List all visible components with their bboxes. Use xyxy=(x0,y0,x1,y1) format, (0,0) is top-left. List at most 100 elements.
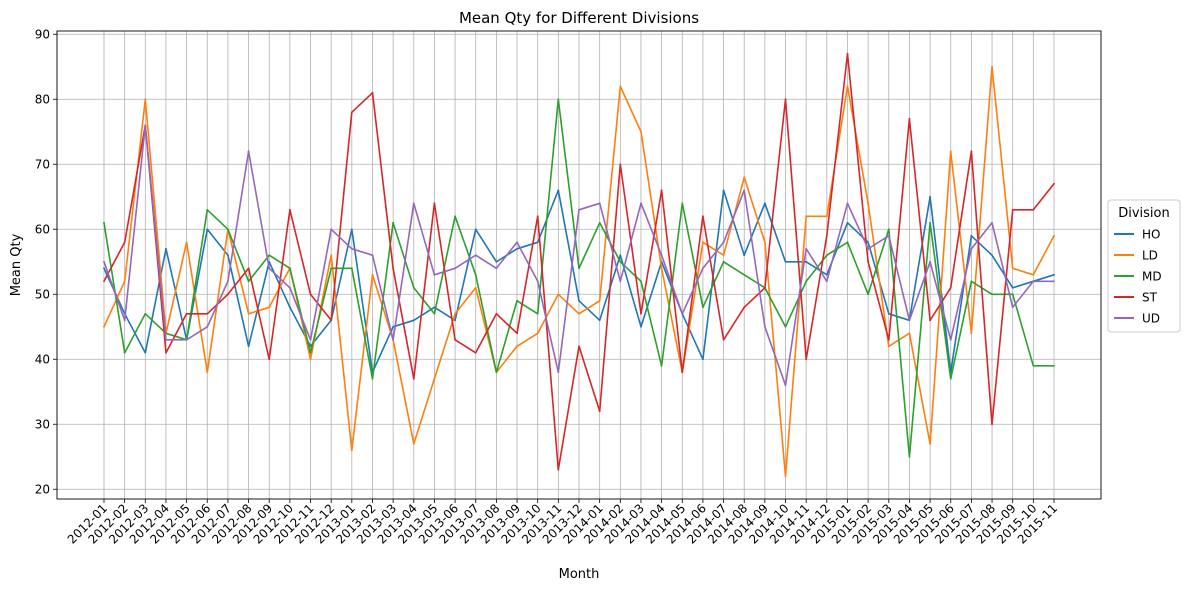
data-point xyxy=(743,176,746,179)
data-point xyxy=(908,319,911,322)
data-point xyxy=(557,468,560,471)
data-point xyxy=(640,202,642,205)
data-point xyxy=(474,273,477,276)
data-point xyxy=(536,241,539,244)
data-point xyxy=(681,371,684,374)
data-point xyxy=(867,293,870,296)
data-point xyxy=(970,247,973,250)
data-point xyxy=(474,254,477,257)
data-point xyxy=(640,325,642,328)
data-point xyxy=(247,312,250,315)
data-point xyxy=(640,130,642,133)
data-point xyxy=(412,319,415,322)
legend-label: HO xyxy=(1142,228,1160,242)
y-tick-label: 60 xyxy=(35,222,50,236)
data-point xyxy=(288,208,291,211)
data-point xyxy=(805,215,808,218)
data-point xyxy=(454,267,456,270)
data-point xyxy=(660,364,663,367)
data-point xyxy=(433,202,436,205)
data-point xyxy=(165,351,167,354)
data-point xyxy=(1011,208,1014,211)
x-axis-label: Month xyxy=(559,567,600,582)
data-point xyxy=(392,221,395,224)
data-point xyxy=(743,189,746,192)
data-point xyxy=(1053,364,1055,367)
data-point xyxy=(929,195,931,198)
legend-items: HO LD MD ST UD xyxy=(1114,228,1162,326)
data-point xyxy=(660,254,663,257)
data-point xyxy=(123,241,126,244)
data-point xyxy=(330,254,333,257)
data-point xyxy=(619,163,622,166)
data-point xyxy=(536,312,539,315)
data-point xyxy=(825,273,828,276)
data-point xyxy=(206,325,209,328)
data-point xyxy=(825,215,828,218)
data-point xyxy=(784,475,787,478)
data-point xyxy=(867,241,870,244)
data-point xyxy=(288,267,291,270)
legend-label: MD xyxy=(1142,270,1162,284)
data-point xyxy=(123,319,126,322)
data-point xyxy=(1032,364,1035,367)
data-point xyxy=(887,228,890,231)
data-point xyxy=(557,98,560,101)
data-point xyxy=(309,338,312,341)
data-point xyxy=(392,325,395,328)
data-point xyxy=(516,332,518,335)
data-point xyxy=(206,228,209,231)
data-point xyxy=(1011,267,1014,270)
data-point xyxy=(412,202,415,205)
data-point xyxy=(309,351,312,354)
data-point xyxy=(949,286,952,289)
data-point xyxy=(991,254,993,257)
data-point xyxy=(970,280,973,283)
data-point xyxy=(805,280,808,283)
data-point xyxy=(598,202,601,205)
data-point xyxy=(578,299,580,302)
data-point xyxy=(702,241,704,244)
data-point xyxy=(412,286,415,289)
data-point xyxy=(598,221,601,224)
data-point xyxy=(908,455,911,458)
y-tick-label: 90 xyxy=(35,27,50,41)
data-point xyxy=(908,117,911,120)
data-point xyxy=(825,254,828,257)
data-point xyxy=(165,247,167,250)
data-point xyxy=(392,338,395,341)
data-point xyxy=(309,358,312,361)
data-point xyxy=(846,241,849,244)
data-point xyxy=(578,267,580,270)
data-point xyxy=(123,280,126,283)
data-point xyxy=(495,260,498,263)
data-point xyxy=(970,332,973,335)
data-point xyxy=(309,345,312,348)
data-point xyxy=(702,267,704,270)
data-point xyxy=(350,267,353,270)
data-point xyxy=(991,65,993,68)
data-point xyxy=(991,293,993,296)
data-point xyxy=(454,215,456,218)
data-point xyxy=(474,286,477,289)
data-point xyxy=(144,351,147,354)
data-point xyxy=(929,319,931,322)
y-tick-label: 40 xyxy=(35,352,50,366)
data-point xyxy=(268,267,271,270)
data-point xyxy=(103,260,105,263)
y-tick-label: 70 xyxy=(35,157,50,171)
data-point xyxy=(867,202,870,205)
data-point xyxy=(123,351,126,354)
data-point xyxy=(330,228,333,231)
data-point xyxy=(103,221,105,224)
data-point xyxy=(640,312,642,315)
legend-label: UD xyxy=(1142,312,1160,326)
data-point xyxy=(763,286,766,289)
data-point xyxy=(206,371,209,374)
data-point xyxy=(309,293,312,296)
data-point xyxy=(743,273,746,276)
data-point xyxy=(763,325,766,328)
data-point xyxy=(516,299,518,302)
data-point xyxy=(887,234,890,237)
